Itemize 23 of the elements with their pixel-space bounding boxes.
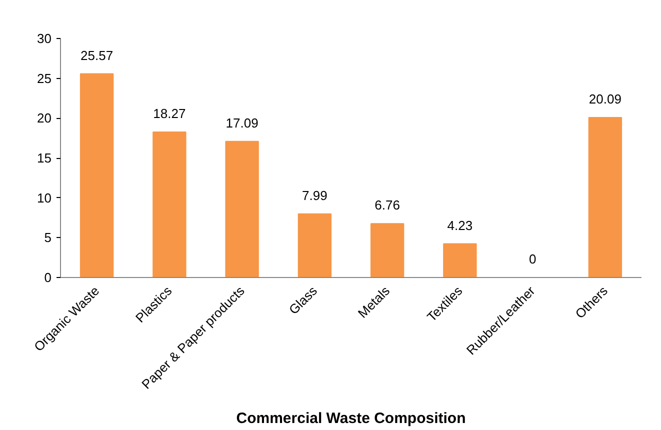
bar — [80, 73, 114, 278]
y-tick-label: 30 — [37, 31, 52, 46]
y-tick-label: 15 — [37, 150, 52, 166]
data-label: 0 — [528, 252, 536, 266]
bar — [443, 243, 477, 278]
data-label: 25.57 — [80, 48, 114, 63]
data-label: 7.99 — [302, 188, 328, 203]
data-label: 18.27 — [153, 106, 186, 121]
y-tick-label: 10 — [37, 190, 52, 206]
x-axis-title: Commercial Waste Composition — [236, 410, 466, 428]
bar — [588, 116, 622, 278]
y-tick-label: 0 — [44, 270, 52, 285]
y-tick-label: 5 — [44, 230, 52, 246]
bar — [370, 223, 404, 278]
data-label: 20.09 — [588, 91, 622, 106]
bar — [298, 213, 332, 278]
y-tick-label: 20 — [37, 110, 52, 126]
data-label: 4.23 — [447, 218, 473, 233]
bar — [225, 140, 259, 278]
bar — [152, 131, 186, 278]
y-tick-label: 25 — [37, 70, 52, 86]
data-label: 17.09 — [226, 115, 258, 130]
data-label: 6.76 — [374, 198, 400, 213]
